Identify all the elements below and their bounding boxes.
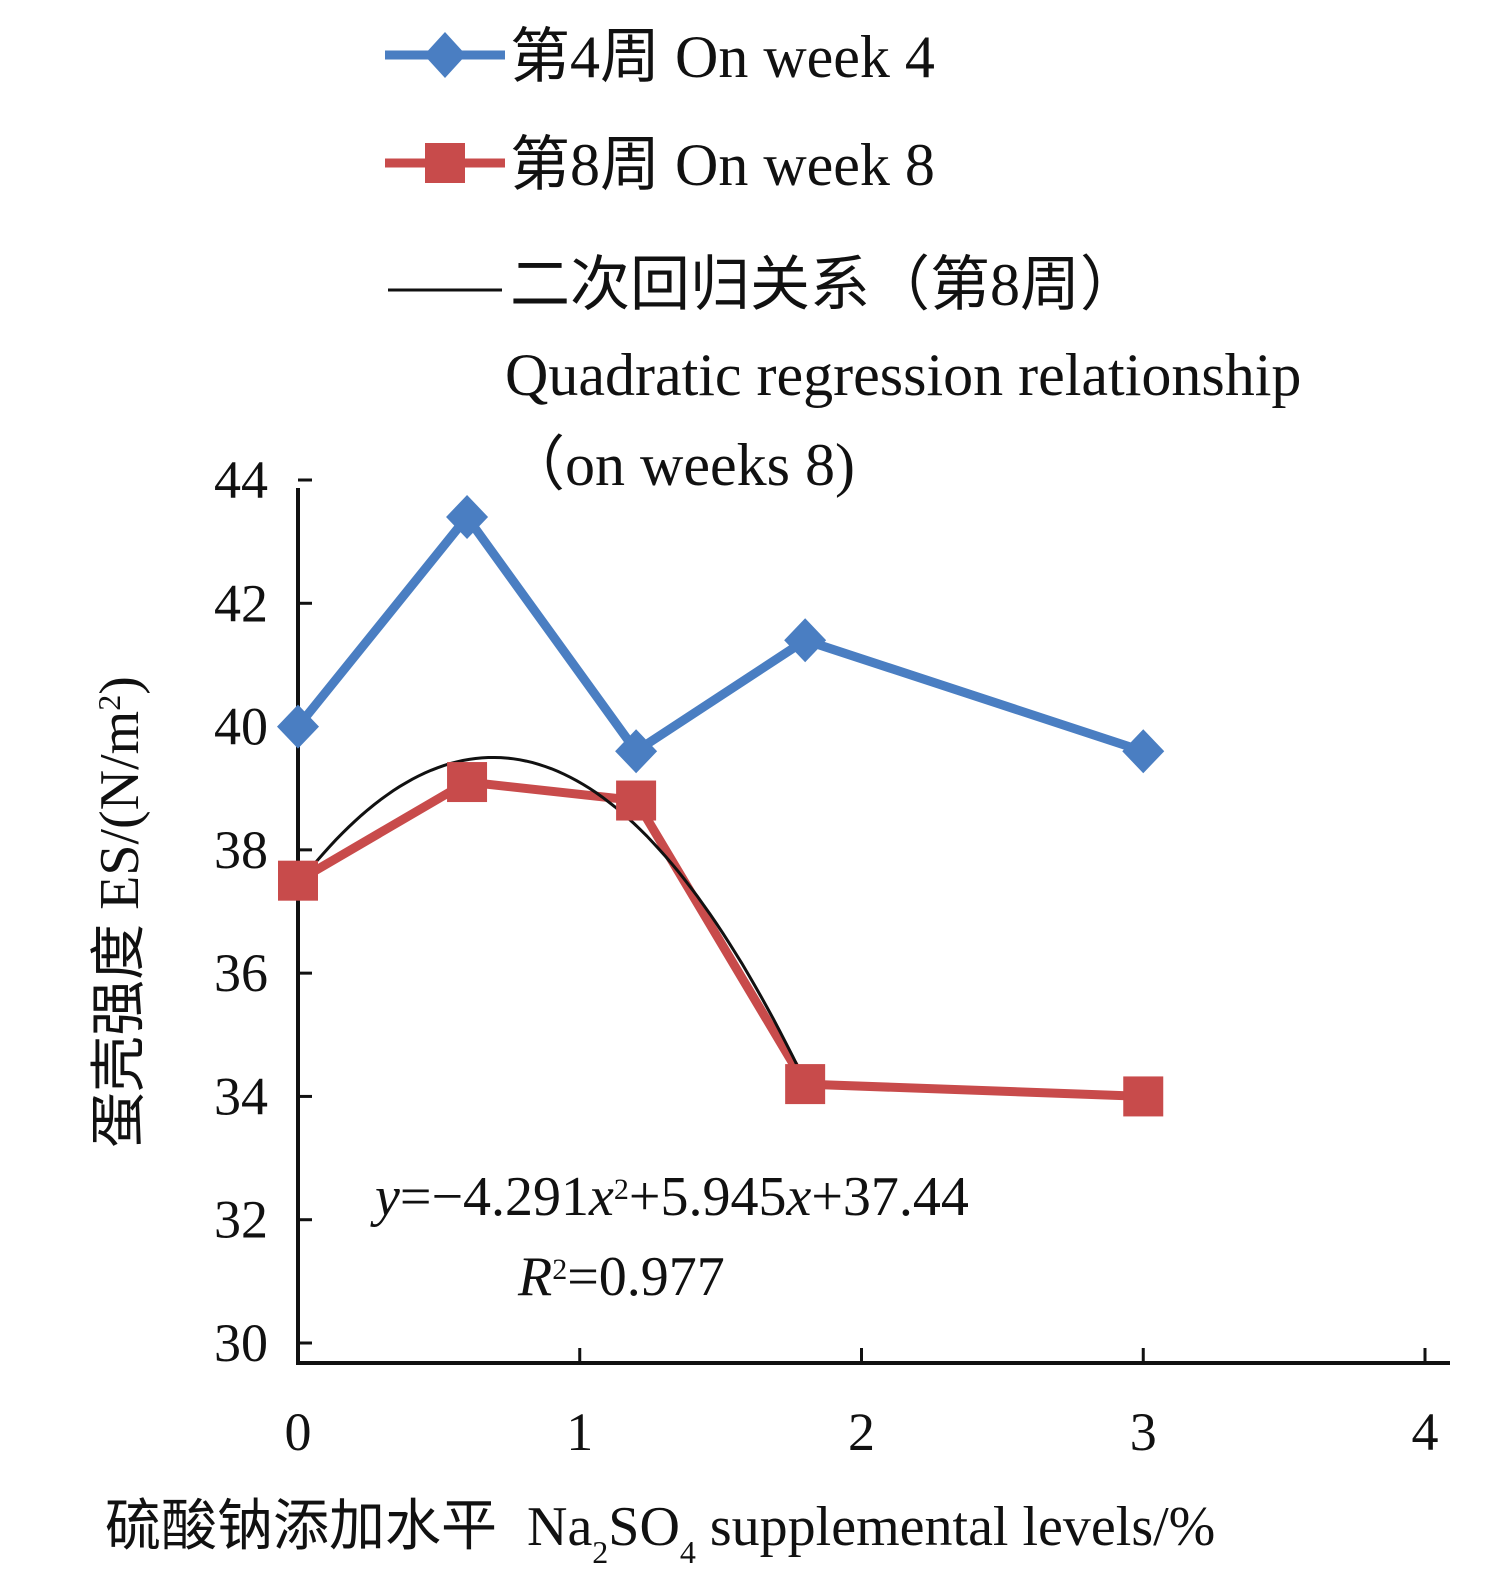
y-axis-title: 蛋壳强度 ES/(N/m2)	[89, 676, 151, 1148]
data-point-week4	[784, 618, 827, 663]
x-axis-title: 硫酸钠添加水平 Na2SO4 supplemental levels/%	[105, 1496, 1215, 1570]
series-line-week4	[294, 512, 1145, 756]
legend-label-regression-en2: （on weeks 8)	[505, 432, 855, 498]
x-axis-title-rest: supplemental levels/%	[696, 1496, 1215, 1558]
y-tick-label: 36	[214, 943, 268, 1003]
x-axis-title-sub2: 4	[680, 1534, 696, 1570]
legend-label-week8: 第8周 On week 8	[510, 132, 935, 198]
r-squared-text: R2=0.977	[517, 1246, 725, 1308]
x-tick-label: 3	[1130, 1402, 1157, 1462]
x-tick-label: 2	[848, 1402, 875, 1462]
y-tick-label: 34	[214, 1066, 268, 1126]
data-point-week8	[278, 860, 318, 901]
y-tick-label: 44	[214, 450, 268, 510]
legend-marker-week4	[424, 32, 466, 78]
legend-item-regression: 二次回归关系（第8周） Quadratic regression relatio…	[388, 252, 1301, 498]
axes	[296, 488, 1450, 1365]
x-tick-label: 4	[1412, 1402, 1439, 1462]
data-point-week4	[277, 704, 319, 749]
data-point-week8	[1123, 1076, 1164, 1117]
legend-item-week4: 第4周 On week 4	[385, 24, 935, 90]
equation-x1: x	[588, 1166, 614, 1228]
regression-equation: y=−4.291x2+5.945x+37.44 R2=0.977	[370, 1166, 969, 1308]
series-line-week8	[295, 777, 1144, 1101]
legend-label-regression-en: Quadratic regression relationship	[505, 342, 1301, 408]
x-axis-title-na: Na	[527, 1496, 592, 1558]
y-tick-label: 40	[214, 697, 268, 757]
y-axis-title-end: )	[89, 676, 151, 695]
data-point-week8	[616, 780, 657, 821]
equation-mid1: =−4.291	[400, 1166, 589, 1228]
data-point-week8	[785, 1064, 826, 1105]
legend-item-week8: 第8周 On week 8	[385, 132, 935, 198]
y-tick-label: 32	[214, 1190, 268, 1250]
data-point-week4	[615, 729, 658, 774]
equation-tail: +37.44	[811, 1166, 969, 1228]
y-tick-label: 42	[214, 573, 268, 633]
r2-sup: 2	[552, 1253, 567, 1286]
equation-sup: 2	[614, 1173, 629, 1206]
y-tick-label: 38	[214, 820, 268, 880]
regression-curve	[296, 756, 807, 1083]
x-axis-title-sub1: 2	[592, 1534, 608, 1570]
x-tick-label: 0	[285, 1402, 312, 1462]
r2-value: =0.977	[567, 1246, 725, 1308]
legend-marker-week8	[425, 143, 465, 183]
r2-label: R	[517, 1246, 552, 1308]
plot-lines	[294, 512, 1145, 1101]
data-point-week8	[447, 762, 488, 803]
x-axis-title-cn: 硫酸钠添加水平	[105, 1496, 497, 1558]
y-axis-title-sup: 2	[91, 695, 127, 711]
x-ticks: 0 1 2 3 4	[285, 1348, 1439, 1462]
y-axis-title-main: 蛋壳强度 ES/(N/m	[89, 711, 151, 1148]
legend-label-week4: 第4周 On week 4	[510, 24, 935, 90]
x-axis-title-so: SO	[608, 1496, 680, 1558]
equation-x2: x	[785, 1166, 811, 1228]
x-tick-label: 1	[566, 1402, 593, 1462]
equation-y: y	[370, 1166, 400, 1228]
y-tick-label: 30	[214, 1313, 268, 1373]
data-point-week4	[1122, 729, 1165, 774]
legend: 第4周 On week 4 第8周 On week 8 二次回归关系（第8周） …	[385, 24, 1301, 498]
legend-label-regression-cn: 二次回归关系（第8周）	[510, 252, 1140, 318]
equation-text: y=−4.291x2+5.945x+37.44	[370, 1166, 969, 1228]
data-point-week4	[446, 494, 489, 539]
plot-markers	[277, 494, 1165, 1117]
equation-mid2: +5.945	[629, 1166, 787, 1228]
